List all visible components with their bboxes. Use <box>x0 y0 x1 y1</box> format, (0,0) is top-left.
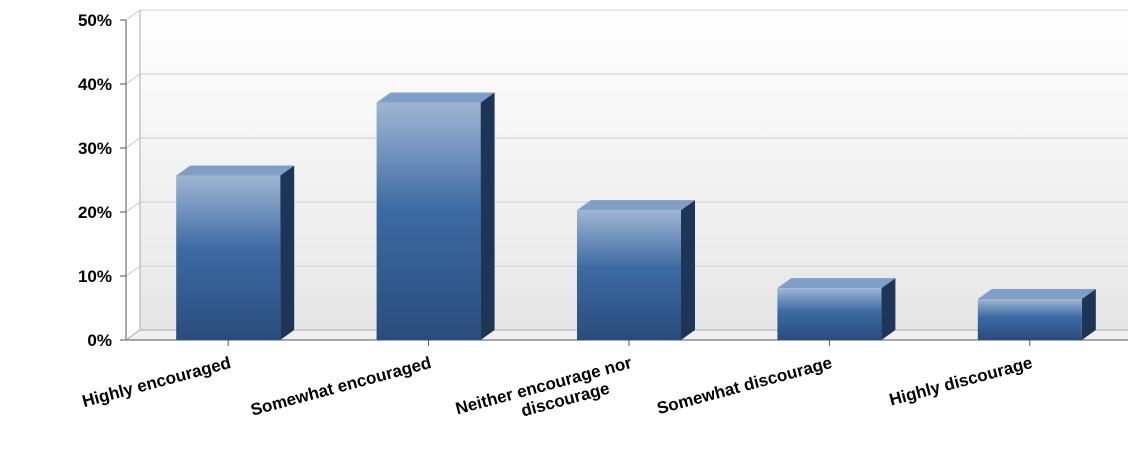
x-category-label: Neither encourage nordiscourage <box>454 353 639 437</box>
gridline-diag <box>125 73 141 85</box>
y-axis-ticks: 0% 10% 20% 30% 40% 50% <box>78 11 126 350</box>
x-category-label: Highly encouraged <box>80 353 233 411</box>
bars <box>176 92 1096 340</box>
y-tick-label: 0% <box>87 331 112 350</box>
gridline-diag <box>125 265 141 277</box>
y-tick-label: 40% <box>78 75 112 94</box>
bar-top <box>977 289 1096 300</box>
x-category-label-line: Somewhat discourage <box>655 353 834 418</box>
bar-top <box>777 278 896 289</box>
x-category-label-line: Somewhat encouraged <box>249 353 434 420</box>
bar-side <box>480 92 495 340</box>
bar <box>376 92 495 340</box>
bar-front <box>777 288 882 340</box>
x-category-label: Somewhat discourage <box>655 353 834 418</box>
y-tick-label: 20% <box>78 203 112 222</box>
y-tick-label: 50% <box>78 11 112 30</box>
bar-front <box>176 175 281 340</box>
floor-edge-line <box>125 329 141 341</box>
y-tick-label: 10% <box>78 267 112 286</box>
bar-side <box>681 200 695 340</box>
bar-side <box>280 165 295 340</box>
bar-front <box>577 210 681 340</box>
x-category-label: Highly discourage <box>887 353 1034 409</box>
bar <box>777 278 896 340</box>
x-category-label-line: Highly discourage <box>887 353 1034 409</box>
x-category-label: Somewhat encouraged <box>249 353 434 420</box>
bar-top <box>577 200 695 211</box>
bar-top <box>376 92 495 103</box>
x-axis-labels: Highly encouraged Somewhat encouraged Neit… <box>80 340 1034 437</box>
bar <box>977 289 1096 340</box>
bar-side <box>881 278 896 340</box>
gridline-diag <box>125 201 141 213</box>
gridline-diag <box>125 9 141 21</box>
bar-front <box>977 299 1082 340</box>
bar <box>577 200 695 340</box>
gridline-diag <box>125 137 141 149</box>
y-tick-label: 30% <box>78 139 112 158</box>
x-category-label-line: Highly encouraged <box>80 353 233 411</box>
bar-top <box>176 165 295 176</box>
bar-side <box>1081 289 1096 340</box>
bar-front <box>376 102 481 340</box>
bar <box>176 165 295 340</box>
